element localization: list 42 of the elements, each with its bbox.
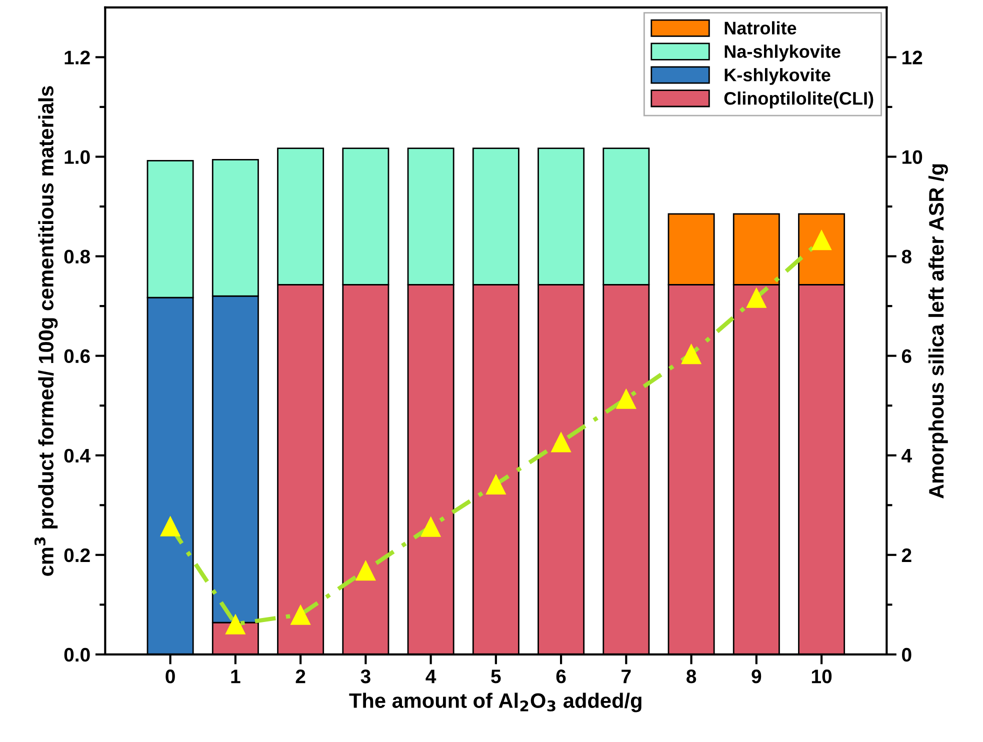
y2-axis-title: Amorphous silica left after ASR /g	[928, 164, 948, 498]
y2-tick-label: 2	[902, 548, 912, 562]
y2-tick-label: 6	[902, 349, 912, 364]
point	[616, 388, 636, 409]
x-tick-label: 5	[491, 670, 501, 684]
x-axis-title: The amount of Al$_{2}$O$_{3}$ added/g	[349, 692, 642, 712]
legend-label: K-shlykovite	[724, 68, 830, 85]
y-tick-label: 1.0	[64, 150, 90, 164]
x-tick-label: 9	[752, 670, 762, 684]
x-tick-label: 10	[812, 670, 832, 684]
x-tick-label: 8	[686, 670, 696, 684]
point	[160, 516, 181, 536]
y-tick-label: 0.4	[64, 448, 90, 463]
point	[420, 516, 442, 537]
y-tick-label: 0.0	[64, 648, 90, 662]
point	[290, 604, 311, 625]
y2-tick-label: 4	[902, 449, 912, 462]
y-tick-label: 0.2	[64, 548, 90, 562]
x-tick-label: 4	[426, 670, 436, 684]
x-tick-label: 6	[556, 670, 566, 684]
point	[680, 344, 702, 364]
point	[355, 560, 376, 581]
y-tick-label: 0.8	[64, 250, 90, 264]
point	[550, 432, 572, 452]
point	[486, 474, 506, 495]
x-tick-label: 1	[231, 670, 240, 684]
y-axis-title: cm$^{3}$ product formed/ 100g cementitious materials	[34, 86, 58, 576]
x-tick-label: 7	[622, 670, 631, 684]
x-tick-label: 3	[360, 670, 370, 684]
y-tick-label: 0.6	[64, 349, 90, 364]
y2-tick-label: 12	[902, 50, 922, 64]
y2-tick-label: 0	[902, 648, 912, 662]
x-tick-label: 0	[166, 670, 175, 684]
y2-tick-label: 10	[902, 150, 922, 164]
y2-tick-label: 8	[902, 250, 912, 264]
y-tick-label: 1.2	[64, 50, 90, 64]
legend-label: Natrolite	[724, 21, 796, 34]
point	[746, 287, 767, 308]
legend-label: Na-shlykovite	[724, 44, 840, 62]
point	[225, 614, 246, 634]
legend-label: Clinoptilolite(CLI)	[724, 92, 874, 108]
x-tick-label: 2	[296, 670, 306, 684]
